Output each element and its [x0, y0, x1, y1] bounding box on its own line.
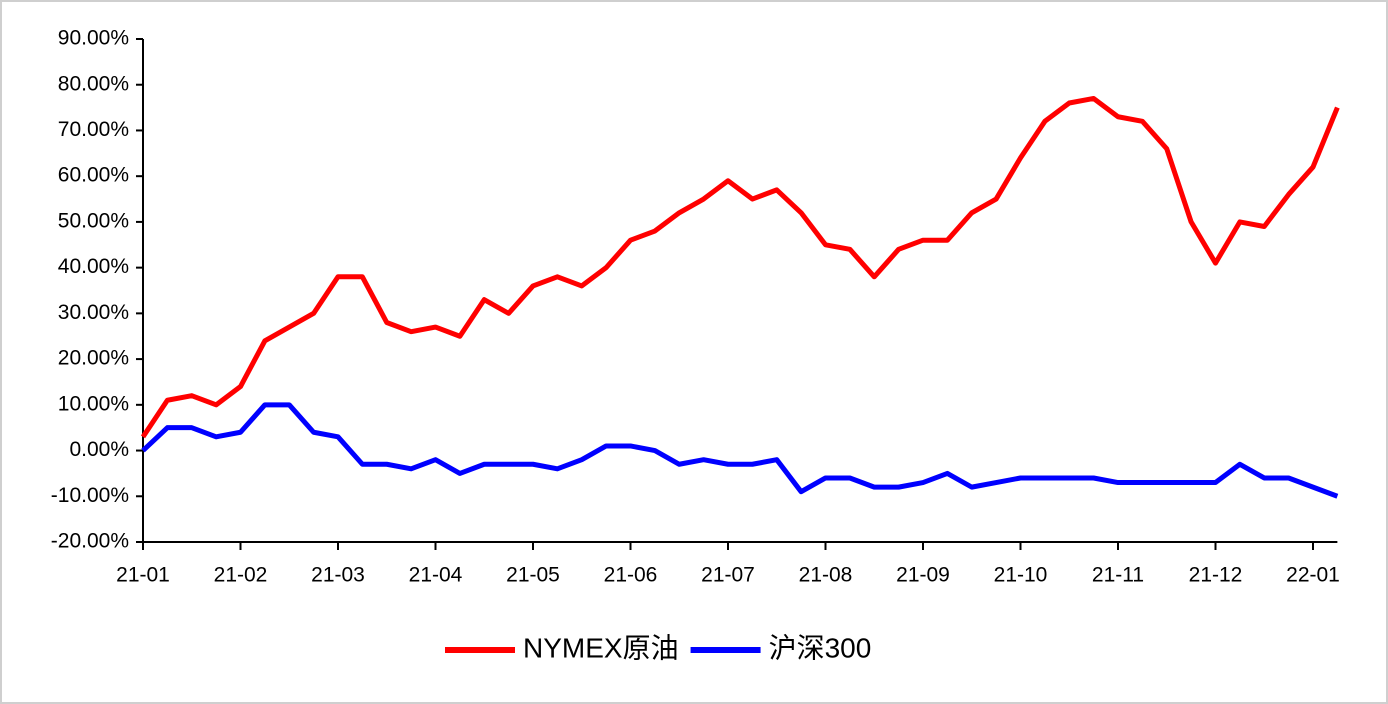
x-tick-label: 21-01 — [116, 564, 170, 587]
y-tick-label: -20.00% — [51, 530, 129, 553]
x-tick-label: 21-03 — [311, 564, 365, 587]
x-tick-label: 21-06 — [604, 564, 658, 587]
y-tick-label: 90.00% — [58, 27, 129, 50]
y-tick-label: 30.00% — [58, 301, 129, 324]
y-tick-label: 10.00% — [58, 392, 129, 415]
y-tick-label: 40.00% — [58, 255, 129, 278]
legend-label: 沪深300 — [769, 632, 872, 663]
y-tick-label: 60.00% — [58, 164, 129, 187]
y-tick-label: 20.00% — [58, 347, 129, 370]
x-tick-label: 21-09 — [896, 564, 950, 587]
x-tick-label: 21-08 — [799, 564, 853, 587]
series-line — [140, 95, 1340, 439]
x-tick-label: 21-11 — [1092, 564, 1144, 587]
x-tick-label: 21-10 — [994, 564, 1048, 587]
x-tick-label: 21-05 — [506, 564, 560, 587]
x-tick-label: 21-07 — [701, 564, 755, 587]
y-tick-label: 0.00% — [69, 438, 129, 461]
series-line — [141, 402, 1339, 499]
y-tick-label: 80.00% — [58, 72, 129, 95]
x-tick-label: 21-12 — [1189, 564, 1243, 587]
x-tick-label: 21-04 — [409, 564, 463, 587]
x-tick-label: 22-01 — [1286, 564, 1340, 587]
y-tick-label: 50.00% — [58, 209, 129, 232]
y-tick-label: 70.00% — [58, 118, 129, 141]
y-tick-label: -10.00% — [51, 484, 129, 507]
legend-label: NYMEX原油 — [523, 632, 679, 663]
x-tick-label: 21-02 — [214, 564, 268, 587]
